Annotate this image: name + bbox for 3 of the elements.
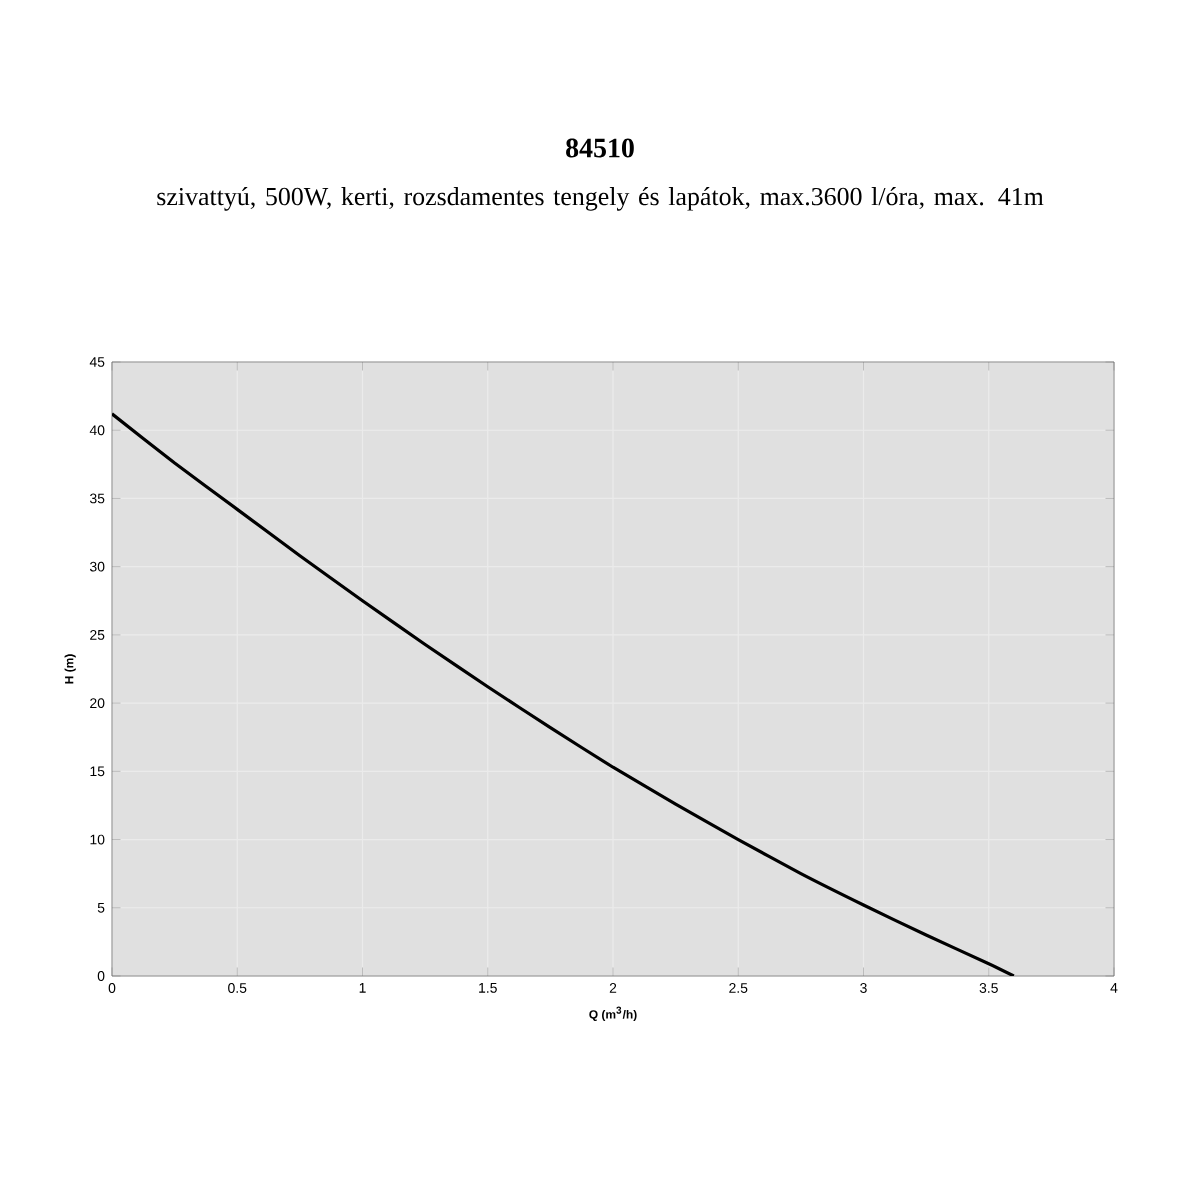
chart-subtitle: szivattyú, 500W, kerti, rozsdamentes tengely és lapátok, max.3600 l/óra, max. 41m <box>157 187 1044 211</box>
line-series <box>112 412 1016 976</box>
chart-title: 84510 <box>566 138 634 158</box>
